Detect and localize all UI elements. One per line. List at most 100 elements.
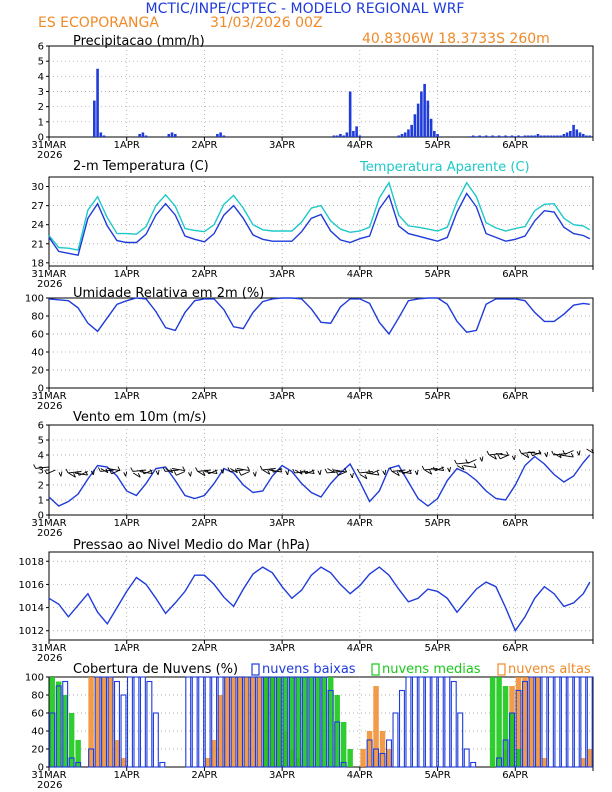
x-tick-label: 6APR xyxy=(502,770,528,781)
y-tick-label: 27 xyxy=(31,201,44,212)
cloud-high-bar xyxy=(88,677,94,767)
cloud-low-bar xyxy=(463,748,470,768)
precip-bar xyxy=(572,124,575,137)
precip-bar xyxy=(578,132,582,137)
x-tick-label: 2APR xyxy=(191,643,217,654)
x-tick-label: 4APR xyxy=(347,643,373,654)
wind-barb-feather xyxy=(479,457,483,462)
precip-bar xyxy=(342,135,345,137)
cloud-low-bar xyxy=(541,676,548,768)
cloud-legend-label: nuvens medias xyxy=(382,662,481,677)
y-tick-label: 5 xyxy=(38,57,44,68)
precip-bar xyxy=(556,135,559,137)
precip-bar xyxy=(471,135,475,137)
wind-barb-feather xyxy=(570,452,574,458)
wind-barb xyxy=(449,466,451,472)
x-year-label: 2026 xyxy=(37,401,62,412)
figure-title: MCTIC/INPE/CPTEC - MODELO REGIONAL WRF xyxy=(146,1,465,17)
precip-bar xyxy=(138,133,141,137)
cloud-low-bar xyxy=(94,676,101,768)
cloud-high-bar xyxy=(94,677,101,767)
wind-barb xyxy=(67,471,82,474)
wind-barb xyxy=(68,472,76,478)
cloud-low-bar xyxy=(560,676,567,768)
wind-barb-feather xyxy=(109,469,112,475)
wind-barb-feather xyxy=(591,449,594,454)
precip-bar xyxy=(588,135,592,137)
wind-barb-feather xyxy=(368,469,371,475)
cloud-mid-bar xyxy=(308,677,315,767)
precip-bar xyxy=(410,124,413,137)
wind-barb-feather xyxy=(58,472,62,477)
precip-bar xyxy=(569,130,572,137)
y-tick-label: 80 xyxy=(31,691,44,702)
y-tick-label: 4 xyxy=(38,72,44,83)
wind-barb-feather xyxy=(441,466,445,471)
wind-barb xyxy=(488,453,503,456)
precip-bar xyxy=(507,136,511,137)
cloud-high-bar xyxy=(522,677,528,767)
cloud-low-bar xyxy=(301,676,308,768)
precip-bar xyxy=(420,91,423,137)
y-tick-label: 1 xyxy=(38,496,44,507)
cloud-low-bar xyxy=(139,676,146,768)
x-tick-label: 2APR xyxy=(191,140,217,151)
cloud-low-bar xyxy=(243,676,250,768)
x-tick-label: 5APR xyxy=(424,770,450,781)
wind-barb xyxy=(157,469,160,475)
cloud-high-bar xyxy=(587,749,593,767)
cloud-low-bar xyxy=(586,676,593,768)
wind-barb xyxy=(521,453,530,459)
wind-barb xyxy=(338,471,348,476)
wind-barb xyxy=(165,469,179,472)
cloud-mid-bar xyxy=(509,713,515,767)
y-tick-label: 1018 xyxy=(19,557,44,568)
precip-bar xyxy=(501,136,504,137)
wind-barb xyxy=(351,472,354,478)
precip-bar xyxy=(549,135,553,137)
cloud-low-bar xyxy=(191,676,198,768)
wind-barb xyxy=(499,454,509,460)
precip-bar xyxy=(491,135,494,137)
cloud-high-bar xyxy=(114,740,120,767)
wind-barb xyxy=(391,469,406,472)
precip-bar xyxy=(102,135,106,137)
x-tick-label: 1APR xyxy=(114,770,140,781)
cloud-low-bar xyxy=(366,739,373,768)
cloud-mid-bar xyxy=(315,677,321,767)
y-tick-label: 20 xyxy=(31,366,44,377)
x-tick-label: 31MAR xyxy=(31,518,66,529)
wind-barb xyxy=(424,468,438,471)
y-tick-label: 40 xyxy=(31,348,44,359)
x-tick-label: 31MAR xyxy=(31,391,66,402)
x-year-label: 2026 xyxy=(37,780,62,791)
x-tick-label: 2APR xyxy=(191,269,217,280)
wind-barb-feather xyxy=(364,474,368,479)
precip-bar xyxy=(565,132,569,137)
precip-bar xyxy=(436,133,439,137)
x-tick-label: 6APR xyxy=(502,643,528,654)
wind-barb-feather xyxy=(173,471,177,476)
x-tick-label: 3APR xyxy=(269,770,295,781)
wind-barb xyxy=(392,471,400,477)
precip-bar xyxy=(144,135,148,137)
wind-barb xyxy=(513,454,516,460)
precip-bar xyxy=(585,135,588,137)
cloud-high-bar xyxy=(373,686,379,767)
cloud-high-bar xyxy=(120,758,127,767)
wind-barb xyxy=(402,469,412,475)
x-tick-label: 3APR xyxy=(269,391,295,402)
cloud-low-bar xyxy=(502,739,509,768)
precip-bar xyxy=(539,135,543,137)
wind-barb-feather xyxy=(227,467,231,472)
wind-barb xyxy=(60,471,63,477)
cloud-low-bar xyxy=(580,676,587,768)
cloud-mid-bar xyxy=(289,677,295,767)
y-tick-label: 6 xyxy=(38,421,44,432)
wind-barb-feather xyxy=(376,470,380,476)
wind-barb xyxy=(132,472,141,478)
wind-barb-feather xyxy=(97,467,101,472)
y-tick-label: 60 xyxy=(31,330,44,341)
cloud-low-bar xyxy=(379,752,386,768)
wind-barb-feather xyxy=(252,472,256,477)
